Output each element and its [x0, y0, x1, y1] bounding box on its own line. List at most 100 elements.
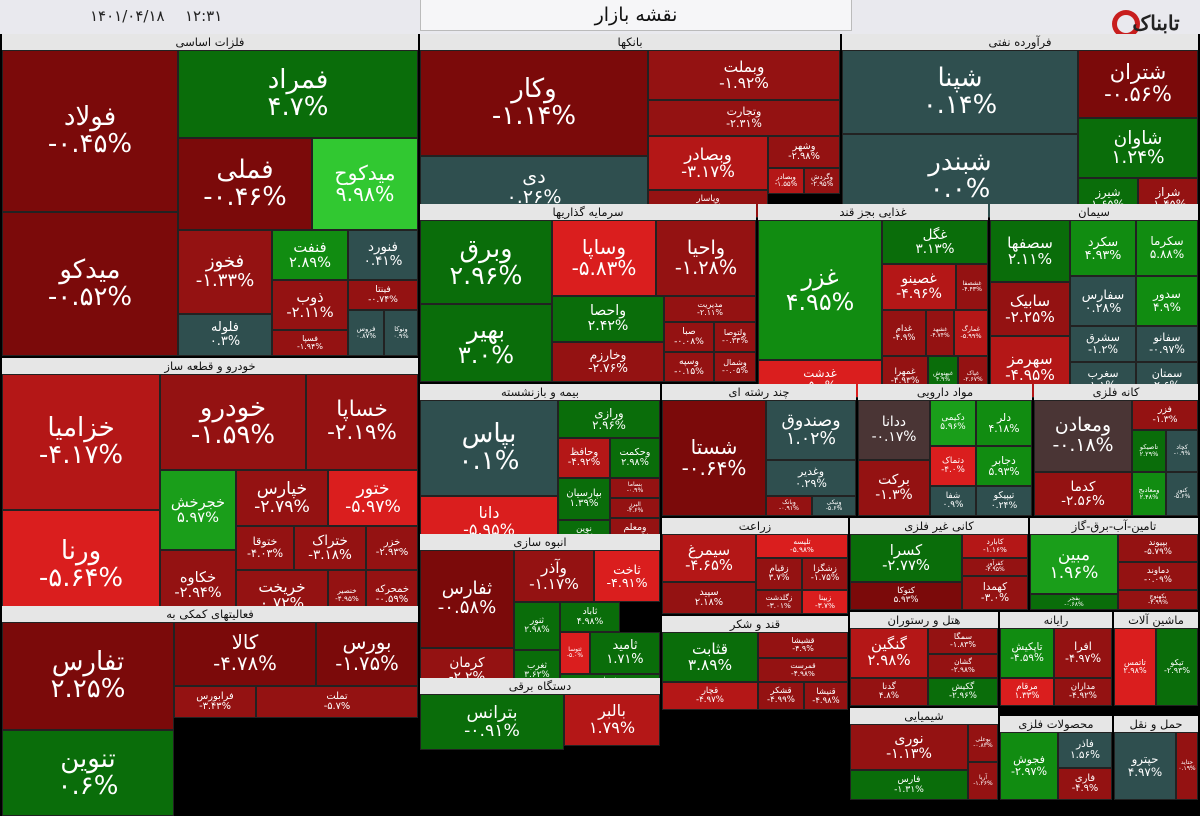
stock-tile[interactable]: کسرا -۲.۷۷% — [850, 534, 962, 582]
stock-tile[interactable]: زگلدشت -۳.۰۱% — [756, 590, 802, 614]
sector-title[interactable]: زراعت — [662, 518, 848, 534]
stock-tile[interactable]: غصینو -۴.۹۶% — [882, 264, 956, 310]
stock-tile[interactable]: غزر ۴.۹۵% — [758, 220, 882, 360]
stock-tile[interactable]: کنور -۵.۶% — [1166, 472, 1198, 516]
stock-tile[interactable]: وبانک -۰.۹۱% — [766, 496, 812, 516]
stock-tile[interactable]: بوعلی -۰.۸۳% — [968, 724, 998, 762]
sector-title[interactable]: محصولات فلزی — [1000, 716, 1112, 732]
stock-tile[interactable]: سیمرغ -۴.۶۵% — [662, 534, 756, 582]
sector-title[interactable]: فلزات اساسی — [2, 34, 418, 50]
stock-tile[interactable]: قچار -۴.۹۷% — [662, 682, 758, 710]
stock-tile[interactable]: برکت -۱.۳% — [858, 460, 930, 516]
stock-tile[interactable]: تاتمس ۲.۹۸% — [1114, 628, 1156, 706]
stock-tile[interactable]: کتوکا ۵.۹۳% — [850, 582, 962, 610]
stock-tile[interactable]: وکار -۱.۱۴% — [420, 50, 648, 156]
stock-tile[interactable]: ثاخت -۴.۹۱% — [594, 550, 660, 602]
stock-tile[interactable]: سدور ۴.۹% — [1136, 276, 1198, 326]
stock-tile[interactable]: ومعادن -۰.۱۸% — [1034, 400, 1132, 472]
sector-title[interactable]: فرآورده نفتی — [842, 34, 1198, 50]
stock-tile[interactable]: فنفت ۲.۸۹% — [272, 230, 348, 280]
stock-tile[interactable]: افرا -۴.۹۷% — [1054, 628, 1112, 678]
sector-title[interactable]: فعالیتهای کمکی به — [2, 606, 418, 622]
stock-tile[interactable]: زقیام ۳.۷% — [756, 558, 802, 590]
stock-tile[interactable]: وساپا -۵.۸۳% — [552, 220, 656, 296]
stock-tile[interactable]: سشرق -۱.۲% — [1070, 326, 1136, 362]
stock-tile[interactable]: فارس -۱.۳۱% — [850, 770, 968, 800]
stock-tile[interactable]: تیکو -۲.۹۳% — [1156, 628, 1198, 706]
stock-tile[interactable]: دکیمی ۵.۹۶% — [930, 400, 976, 446]
stock-tile[interactable]: وخارزم -۲.۷۶% — [552, 342, 664, 382]
stock-tile[interactable]: سابیک -۲.۲۵% — [990, 282, 1070, 336]
stock-tile[interactable]: نوری -۱.۱۳% — [850, 724, 968, 770]
sector-title[interactable]: تامین-آب-برق-گاز — [1030, 518, 1198, 534]
sector-title[interactable]: سرمایه گذاریها — [420, 204, 756, 220]
sector-title[interactable]: دستگاه برقی — [420, 678, 660, 694]
stock-tile[interactable]: وحافظ -۴.۹۲% — [558, 438, 610, 478]
stock-tile[interactable]: قشیشا -۴.۹% — [758, 632, 848, 658]
stock-tile[interactable]: واحصا ۲.۴۲% — [552, 296, 664, 342]
stock-tile[interactable]: غگل ۳.۱۳% — [882, 220, 988, 264]
stock-tile[interactable]: خساپا -۲.۱۹% — [306, 374, 418, 470]
stock-tile[interactable]: زشگزا -۱.۷۵% — [802, 558, 848, 590]
stock-tile[interactable]: قنیشا -۴.۹۸% — [804, 682, 848, 710]
stock-tile[interactable]: ونیکی -۵.۶% — [812, 496, 856, 516]
stock-tile[interactable]: غشصفا -۴.۴۳% — [956, 264, 988, 310]
stock-tile[interactable]: میدکوح ۹.۹۸% — [312, 138, 418, 230]
stock-tile[interactable]: وسپه -۰.۱۵% — [664, 352, 714, 382]
stock-tile[interactable]: تیپیکو ۰.۲۴% — [976, 486, 1032, 516]
stock-tile[interactable]: فولاد -۰.۴۵% — [2, 50, 178, 212]
stock-tile[interactable]: فاری -۴.۹% — [1058, 768, 1112, 800]
sector-title[interactable]: کانی غیر فلزی — [850, 518, 1028, 534]
stock-tile[interactable]: بالبر ۱.۷۹% — [564, 694, 660, 746]
stock-tile[interactable]: ثفارس -۰.۵۸% — [420, 550, 514, 648]
stock-tile[interactable]: بپاس ۰.۱% — [420, 400, 558, 496]
sector-title[interactable]: ماشین آلات — [1114, 612, 1198, 628]
stock-tile[interactable]: ثنور ۲.۹۸% — [514, 602, 560, 650]
stock-tile[interactable]: مدیریت -۲.۱۱% — [664, 296, 756, 322]
stock-tile[interactable]: بفجر -۰.۶۸% — [1030, 594, 1118, 610]
stock-tile[interactable]: ثامید ۱.۷۱% — [590, 632, 660, 674]
stock-tile[interactable]: فنورد ۰.۴۱% — [348, 230, 418, 280]
stock-tile[interactable]: صبا -۰.۰۸% — [664, 322, 714, 352]
stock-tile[interactable]: حپترو ۴.۹۷% — [1114, 732, 1176, 800]
stock-tile[interactable]: بورس -۱.۷۵% — [316, 622, 418, 686]
stock-tile[interactable]: وبملت -۱.۹۲% — [648, 50, 840, 100]
stock-tile[interactable]: فینتا -۰.۷۴% — [348, 280, 418, 310]
stock-tile[interactable]: تملت -۵.۷% — [256, 686, 418, 718]
sector-title[interactable]: حمل و نقل — [1114, 716, 1198, 732]
sector-title[interactable]: بیمه و بازنشسته — [420, 384, 660, 400]
stock-tile[interactable]: ختور -۵.۹۷% — [328, 470, 418, 526]
sector-title[interactable]: کانه فلزی — [1034, 384, 1198, 400]
stock-tile[interactable]: گنگین ۲.۹۸% — [850, 628, 928, 678]
stock-tile[interactable]: غدام -۴.۹% — [882, 310, 926, 356]
sector-title[interactable]: قند و شکر — [662, 616, 848, 632]
stock-tile[interactable]: البرز -۴.۶% — [610, 498, 660, 518]
stock-tile[interactable]: قثابت ۳.۸۹% — [662, 632, 758, 682]
stock-tile[interactable]: فزر -۱.۳% — [1132, 400, 1198, 430]
stock-tile[interactable]: آریا -۱.۲۶% — [968, 762, 998, 800]
stock-tile[interactable]: کابارد -۱.۱۶% — [962, 534, 1028, 558]
stock-tile[interactable]: تفارس ۲.۲۵% — [2, 622, 174, 730]
stock-tile[interactable]: زبینا -۳.۷% — [802, 590, 848, 614]
stock-tile[interactable]: واحیا -۱.۲۸% — [656, 220, 756, 296]
sector-title[interactable]: شیمیایی — [850, 708, 998, 724]
stock-tile[interactable]: وبصادر -۱.۵۵% — [768, 168, 804, 194]
sector-title[interactable]: خودرو و قطعه ساز — [2, 358, 418, 374]
stock-tile[interactable]: کالا -۴.۷۸% — [174, 622, 316, 686]
stock-tile[interactable]: مداران -۴.۹۲% — [1054, 678, 1112, 706]
stock-tile[interactable]: تنوین ۰.۶% — [2, 730, 174, 816]
stock-tile[interactable]: خودرو -۱.۵۹% — [160, 374, 306, 470]
stock-tile[interactable]: ختراک -۳.۱۸% — [294, 526, 366, 570]
stock-tile[interactable]: فرابورس -۳.۴۳% — [174, 686, 256, 718]
stock-tile[interactable]: شستا -۰.۶۴% — [662, 400, 766, 516]
stock-tile[interactable]: فجوش -۲.۹۷% — [1000, 732, 1058, 800]
stock-tile[interactable]: وشمال -۰.۰۵% — [714, 352, 756, 382]
sector-title[interactable]: انبوه سازی — [420, 534, 660, 550]
stock-tile[interactable]: شپنا ۰.۱۴% — [842, 50, 1078, 134]
stock-tile[interactable]: وصندوق ۱.۰۲% — [766, 400, 856, 460]
stock-tile[interactable]: قشکر -۴.۹۹% — [758, 682, 804, 710]
stock-tile[interactable]: قمرست -۴.۹۸% — [758, 658, 848, 682]
stock-tile[interactable]: وغدیر ۰.۲۹% — [766, 460, 856, 496]
stock-tile[interactable]: کدما -۲.۵۶% — [1034, 472, 1132, 516]
stock-tile[interactable]: سکرما ۵.۸۸% — [1136, 220, 1198, 276]
